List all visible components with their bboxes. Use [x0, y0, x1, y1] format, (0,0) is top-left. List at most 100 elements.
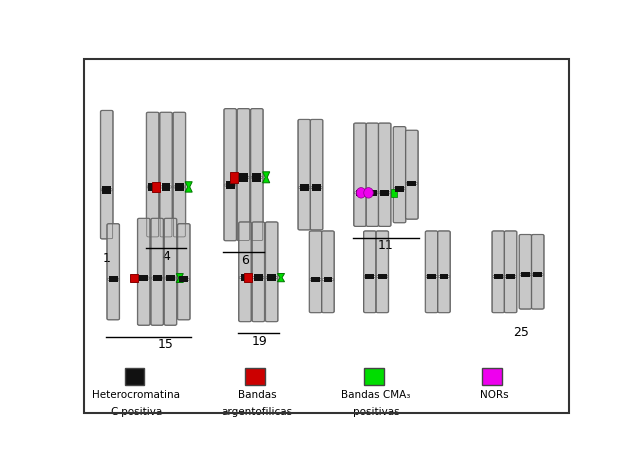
- Polygon shape: [368, 190, 373, 196]
- FancyBboxPatch shape: [107, 224, 120, 320]
- Polygon shape: [157, 275, 162, 281]
- Bar: [408, 181, 417, 186]
- Bar: [300, 184, 309, 191]
- Polygon shape: [408, 181, 412, 186]
- Polygon shape: [494, 275, 498, 279]
- Text: NORs: NORs: [480, 390, 508, 401]
- FancyBboxPatch shape: [164, 218, 177, 325]
- FancyBboxPatch shape: [298, 120, 311, 230]
- Polygon shape: [243, 174, 248, 181]
- Bar: [378, 274, 387, 279]
- Polygon shape: [304, 184, 309, 191]
- Polygon shape: [412, 181, 417, 186]
- Bar: [225, 181, 234, 189]
- Polygon shape: [153, 275, 157, 281]
- Text: positivas: positivas: [352, 407, 399, 417]
- Bar: [162, 183, 171, 191]
- Polygon shape: [533, 273, 538, 276]
- Polygon shape: [184, 277, 189, 282]
- Text: 25: 25: [513, 326, 529, 339]
- Bar: [355, 190, 364, 196]
- Polygon shape: [225, 182, 230, 189]
- Polygon shape: [166, 184, 171, 190]
- Polygon shape: [113, 277, 118, 282]
- Polygon shape: [254, 275, 259, 280]
- Bar: [103, 186, 111, 194]
- Polygon shape: [262, 172, 269, 183]
- Bar: [125, 368, 145, 385]
- Ellipse shape: [356, 188, 366, 198]
- Polygon shape: [239, 174, 243, 181]
- Polygon shape: [526, 273, 530, 276]
- Polygon shape: [317, 184, 321, 191]
- FancyBboxPatch shape: [239, 222, 252, 322]
- Polygon shape: [268, 275, 271, 280]
- Text: 19: 19: [252, 335, 268, 348]
- Bar: [239, 173, 248, 182]
- Polygon shape: [328, 277, 333, 282]
- Polygon shape: [324, 277, 328, 282]
- Polygon shape: [257, 174, 261, 181]
- FancyBboxPatch shape: [224, 108, 236, 241]
- FancyBboxPatch shape: [376, 231, 389, 313]
- FancyBboxPatch shape: [406, 130, 419, 219]
- Text: 4: 4: [162, 250, 170, 263]
- Polygon shape: [252, 174, 257, 181]
- Bar: [140, 275, 148, 282]
- Polygon shape: [399, 186, 404, 191]
- Polygon shape: [162, 184, 166, 190]
- FancyBboxPatch shape: [138, 218, 150, 325]
- Polygon shape: [140, 275, 144, 281]
- FancyBboxPatch shape: [519, 234, 532, 309]
- Polygon shape: [278, 274, 285, 282]
- Bar: [148, 183, 157, 191]
- Bar: [482, 368, 502, 385]
- Polygon shape: [300, 184, 304, 191]
- Text: Heterocromatina: Heterocromatina: [92, 390, 180, 401]
- Polygon shape: [176, 274, 183, 283]
- Polygon shape: [385, 190, 389, 196]
- Bar: [312, 184, 321, 191]
- FancyBboxPatch shape: [354, 123, 366, 226]
- Bar: [390, 189, 397, 197]
- FancyBboxPatch shape: [492, 231, 505, 313]
- Bar: [166, 275, 175, 282]
- FancyBboxPatch shape: [173, 112, 186, 237]
- FancyBboxPatch shape: [505, 231, 517, 313]
- FancyBboxPatch shape: [426, 231, 438, 313]
- Bar: [440, 274, 448, 279]
- Polygon shape: [427, 275, 432, 279]
- Bar: [368, 190, 377, 196]
- Polygon shape: [153, 184, 157, 190]
- FancyBboxPatch shape: [438, 231, 450, 313]
- Polygon shape: [180, 184, 184, 190]
- FancyBboxPatch shape: [378, 123, 391, 226]
- Polygon shape: [315, 277, 320, 282]
- Polygon shape: [378, 275, 382, 279]
- FancyBboxPatch shape: [366, 123, 379, 226]
- Polygon shape: [166, 275, 171, 281]
- FancyBboxPatch shape: [101, 110, 113, 239]
- Bar: [109, 276, 118, 283]
- Bar: [427, 274, 436, 279]
- Bar: [254, 275, 263, 281]
- Polygon shape: [373, 190, 377, 196]
- Polygon shape: [366, 275, 370, 279]
- Polygon shape: [230, 182, 234, 189]
- Polygon shape: [538, 273, 542, 276]
- Polygon shape: [382, 275, 387, 279]
- Bar: [130, 274, 138, 283]
- FancyBboxPatch shape: [151, 218, 164, 325]
- Polygon shape: [312, 184, 317, 191]
- Bar: [311, 277, 320, 282]
- Bar: [395, 186, 404, 192]
- Polygon shape: [360, 190, 364, 196]
- Bar: [521, 272, 530, 277]
- Bar: [506, 274, 515, 279]
- Bar: [268, 275, 276, 281]
- Bar: [175, 183, 184, 191]
- Bar: [180, 276, 189, 283]
- Polygon shape: [370, 275, 375, 279]
- FancyBboxPatch shape: [364, 231, 376, 313]
- FancyBboxPatch shape: [322, 231, 334, 313]
